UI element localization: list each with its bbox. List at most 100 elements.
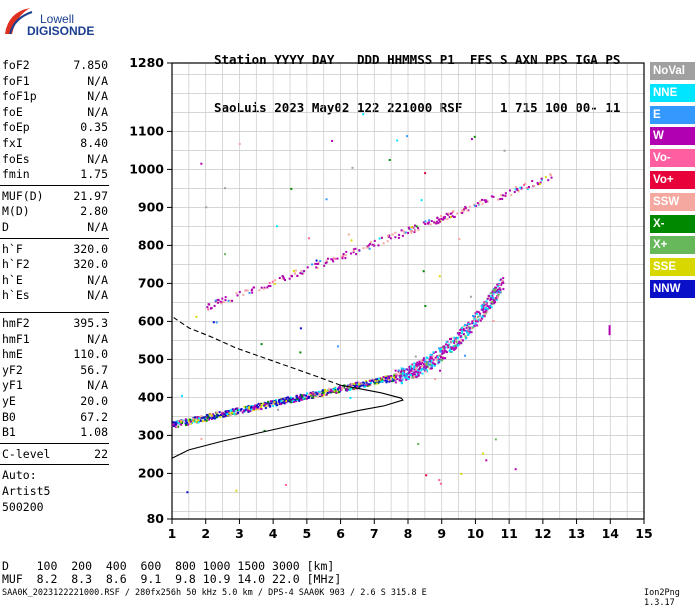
echo-point-upper-trace bbox=[497, 291, 500, 294]
echo-point-upper-trace bbox=[442, 357, 445, 360]
echo-point-2nd-hop bbox=[281, 277, 284, 280]
echo-point-upper-trace bbox=[480, 308, 483, 311]
echo-point-upper-trace bbox=[498, 287, 501, 290]
echo-point-upper-trace bbox=[490, 306, 493, 309]
echo-point-o-trace bbox=[187, 420, 190, 423]
param-value: N/A bbox=[87, 331, 108, 346]
echo-point-o-trace bbox=[352, 382, 355, 385]
echo-point-upper-trace bbox=[406, 377, 409, 380]
echo-point-upper-trace bbox=[461, 330, 464, 333]
y-tick-label: 200 bbox=[138, 465, 164, 480]
param-value: N/A bbox=[87, 73, 108, 88]
echo-point-upper-trace bbox=[488, 296, 491, 299]
echo-point-2nd-hop bbox=[536, 181, 539, 184]
echo-point-2nd-hop bbox=[475, 205, 478, 208]
echo-point-noise bbox=[514, 468, 517, 471]
param-value: 67.2 bbox=[80, 409, 108, 424]
echo-point-upper-trace bbox=[403, 369, 406, 372]
echo-point-o-trace bbox=[238, 408, 241, 411]
echo-point-o-trace bbox=[220, 413, 223, 416]
echo-point-o-trace bbox=[287, 399, 290, 402]
echo-point-o-trace bbox=[356, 383, 359, 386]
echo-point-upper-trace bbox=[460, 335, 463, 338]
echo-point-o-trace bbox=[196, 416, 199, 419]
echo-point-o-trace bbox=[230, 412, 233, 415]
echo-point-upper-trace bbox=[446, 344, 449, 347]
echo-point-upper-trace bbox=[410, 367, 413, 370]
echo-point-o-trace bbox=[271, 400, 274, 403]
echo-point-2nd-hop bbox=[344, 254, 347, 257]
echo-point-2nd-hop bbox=[224, 296, 227, 299]
echo-point-2nd-hop bbox=[281, 275, 284, 278]
echo-point-upper-trace bbox=[439, 347, 442, 350]
echo-point-upper-trace bbox=[481, 306, 484, 309]
echo-point-upper-trace bbox=[412, 367, 415, 370]
echo-point-o-trace bbox=[241, 411, 244, 414]
echo-point-o-trace bbox=[235, 407, 238, 410]
autoscaling-note-1: Auto: bbox=[2, 468, 37, 483]
echo-point-2nd-hop bbox=[447, 213, 450, 216]
echo-point-upper-trace bbox=[407, 371, 410, 374]
echo-point-2nd-hop bbox=[497, 198, 500, 201]
param-row-hmf2: hmF2 395.3 bbox=[2, 316, 108, 330]
param-value: 320.0 bbox=[73, 257, 108, 272]
echo-point-upper-trace bbox=[494, 287, 497, 290]
echo-point-o-trace bbox=[368, 379, 371, 382]
echo-point-upper-trace bbox=[454, 337, 457, 340]
echo-point-noise bbox=[415, 225, 418, 228]
echo-point-o-trace bbox=[233, 413, 236, 416]
param-value: 21.97 bbox=[73, 188, 108, 203]
echo-point-upper-trace bbox=[490, 295, 493, 298]
echo-point-o-trace bbox=[290, 401, 293, 404]
echo-point-2nd-hop bbox=[362, 247, 365, 250]
x-tick-label: 3 bbox=[235, 526, 244, 541]
echo-point-2nd-hop bbox=[403, 232, 406, 235]
echo-point-o-trace bbox=[184, 422, 187, 425]
echo-point-2nd-hop bbox=[296, 274, 299, 277]
echo-point-upper-trace bbox=[454, 347, 457, 350]
echo-point-noise bbox=[349, 396, 352, 399]
echo-point-upper-trace bbox=[491, 290, 494, 293]
echo-point-upper-trace bbox=[455, 346, 458, 349]
x-tick-label: 7 bbox=[370, 526, 379, 541]
param-row-he: h`E N/A bbox=[2, 273, 108, 287]
echo-point-2nd-hop bbox=[427, 221, 430, 224]
param-value: 395.3 bbox=[73, 316, 108, 330]
echo-point-upper-trace bbox=[413, 362, 416, 365]
echo-point-o-trace bbox=[312, 394, 315, 397]
echo-point-o-trace bbox=[368, 384, 371, 387]
echo-point-upper-trace bbox=[404, 374, 407, 377]
echo-point-upper-trace bbox=[431, 361, 434, 364]
echo-point-o-trace bbox=[180, 423, 183, 426]
echo-point-upper-trace bbox=[408, 365, 411, 368]
echo-point-o-trace bbox=[358, 384, 361, 387]
echo-point-upper-trace bbox=[409, 374, 412, 377]
echo-point-o-trace bbox=[279, 403, 282, 406]
echo-point-2nd-hop bbox=[456, 212, 459, 215]
echo-point-2nd-hop bbox=[354, 247, 357, 250]
echo-point-o-trace bbox=[208, 418, 211, 421]
echo-point-2nd-hop bbox=[443, 216, 446, 219]
echo-point-o-trace bbox=[384, 375, 387, 378]
echo-point-2nd-hop bbox=[410, 226, 413, 229]
echo-point-2nd-hop bbox=[317, 261, 320, 264]
echo-point-upper-trace bbox=[415, 368, 418, 371]
echo-point-o-trace bbox=[281, 401, 284, 404]
echo-point-upper-trace bbox=[445, 343, 448, 346]
echo-point-noise bbox=[438, 479, 441, 482]
echo-point-2nd-hop bbox=[438, 220, 441, 223]
echo-point-upper-trace bbox=[424, 360, 427, 363]
echo-point-upper-trace bbox=[430, 359, 433, 362]
echo-point-o-trace bbox=[379, 379, 382, 382]
y-tick-label: 600 bbox=[138, 313, 164, 328]
echo-point-o-trace bbox=[310, 391, 313, 394]
echo-point-noise bbox=[276, 225, 279, 228]
echo-point-upper-trace bbox=[462, 339, 465, 342]
echo-point-noise bbox=[417, 443, 420, 446]
echo-point-upper-trace bbox=[413, 371, 416, 374]
echo-point-upper-trace bbox=[487, 305, 490, 308]
echo-point-upper-trace bbox=[460, 327, 463, 330]
param-row-yf1: yF1 N/A bbox=[2, 378, 108, 392]
echo-point-noise bbox=[205, 206, 208, 209]
echo-point-upper-trace bbox=[493, 301, 496, 304]
